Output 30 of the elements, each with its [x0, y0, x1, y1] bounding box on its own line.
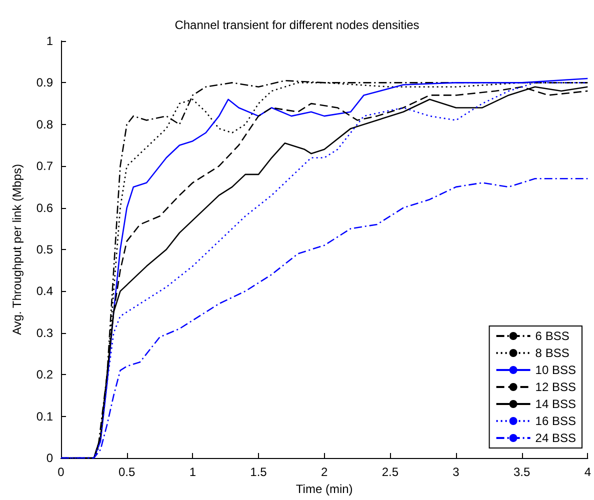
legend-label: 16 BSS [535, 414, 576, 428]
chart-title: Channel transient for different nodes densities [174, 18, 420, 32]
legend-label: 6 BSS [535, 329, 570, 343]
legend-label: 10 BSS [535, 363, 576, 377]
legend-label: 14 BSS [535, 397, 576, 411]
x-tick-label: 1.5 [250, 465, 268, 479]
x-tick-label: 3 [452, 465, 460, 479]
y-tick-label: 0.4 [36, 284, 54, 298]
y-axis-title: Avg. Throughput per link (Mbps) [10, 164, 24, 335]
y-tick-label: 0.5 [36, 242, 54, 256]
y-tick-label: 0.3 [36, 326, 54, 340]
legend-label: 12 BSS [535, 380, 576, 394]
x-axis-title: Time (min) [296, 482, 353, 496]
x-tick-label: 0.5 [118, 465, 136, 479]
y-tick-label: 0.2 [36, 368, 54, 382]
y-tick-label: 0.8 [36, 117, 54, 132]
y-tick-label: 0.9 [36, 76, 54, 90]
legend-label: 8 BSS [535, 346, 570, 360]
x-tick-label: 4 [584, 465, 592, 479]
x-tick-label: 3.5 [513, 465, 530, 479]
legend-label: 24 BSS [535, 431, 576, 445]
y-tick-label: 0.7 [36, 159, 54, 174]
y-tick-label: 0 [46, 451, 54, 465]
x-tick-label: 0 [58, 465, 65, 479]
y-tick-label: 1 [46, 34, 54, 48]
x-tick-label: 2.5 [382, 465, 399, 479]
y-tick-label: 0.1 [36, 409, 54, 424]
x-tick-label: 1 [189, 465, 196, 479]
y-tick-label: 0.6 [36, 200, 54, 215]
x-tick-label: 2 [320, 465, 328, 479]
